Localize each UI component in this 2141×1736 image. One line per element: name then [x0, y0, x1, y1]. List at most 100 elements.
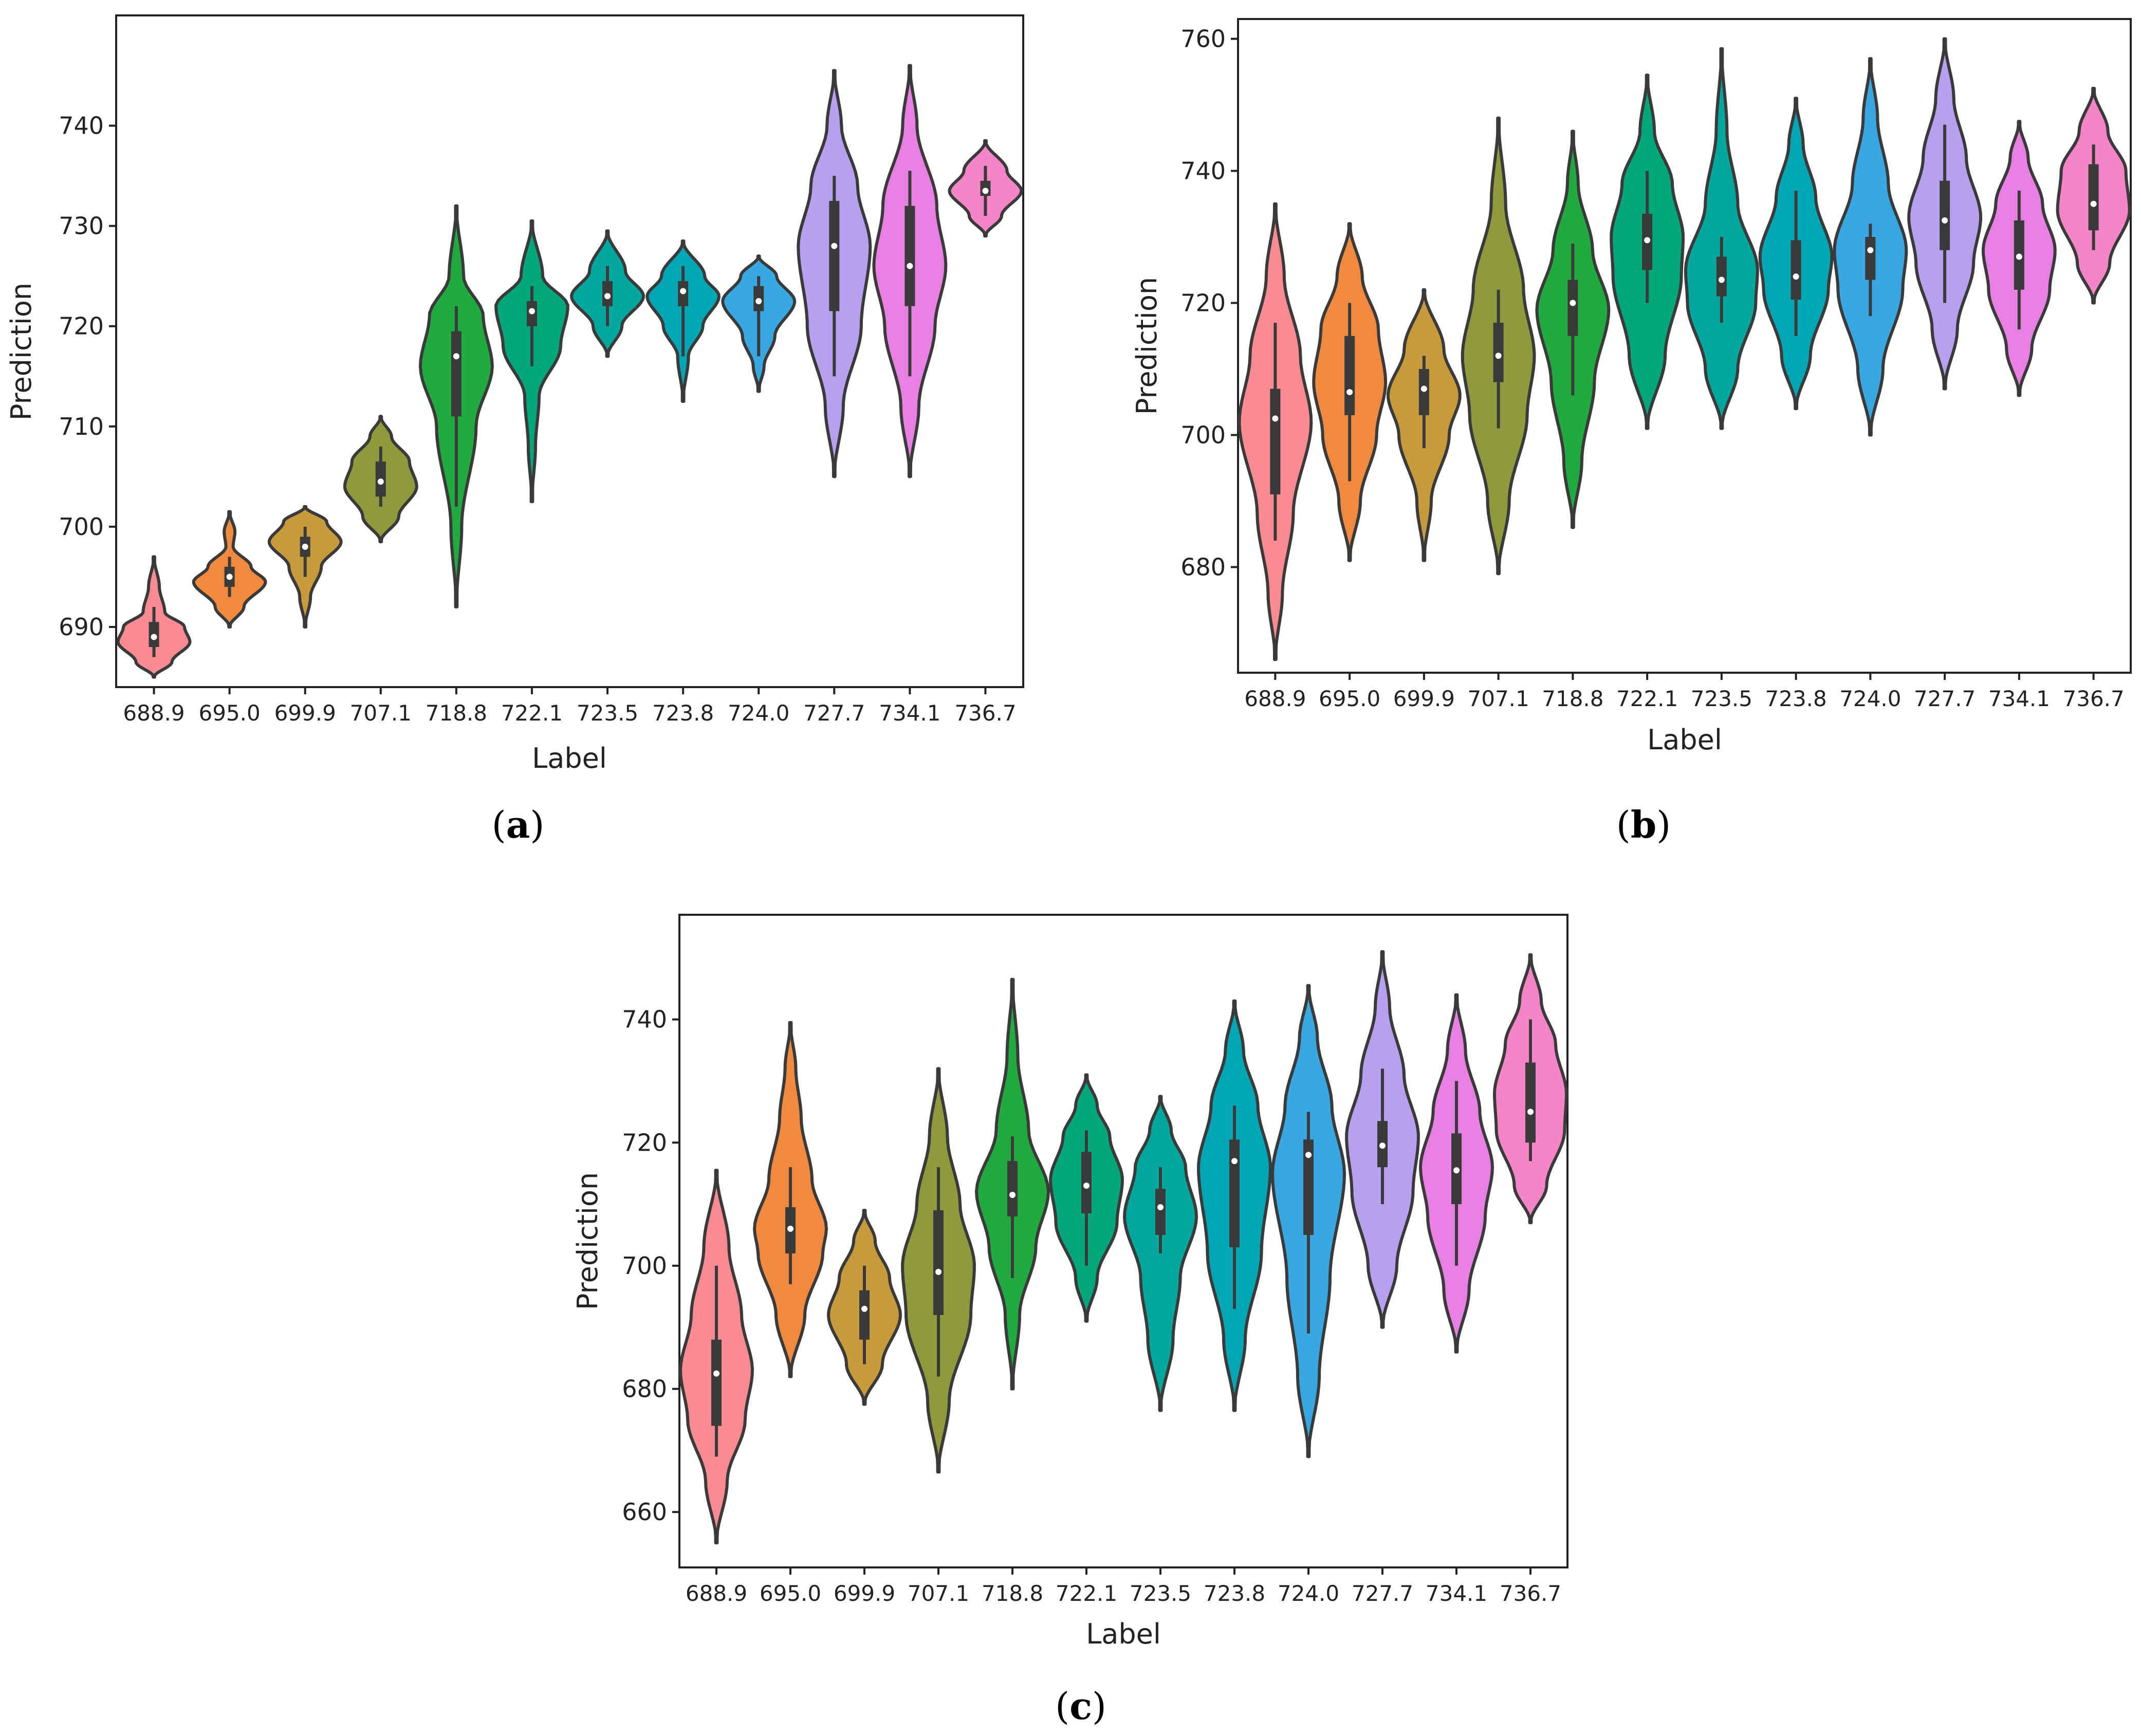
x-tick-label: 734.1: [1426, 1581, 1487, 1606]
iqr-box-723.8: [1229, 1139, 1240, 1247]
iqr-box-707.1: [933, 1210, 944, 1315]
median-695.0: [787, 1226, 793, 1232]
y-tick-label: 700: [622, 1252, 667, 1280]
x-tick-label: 736.7: [2063, 686, 2125, 711]
x-tick-label: 695.0: [199, 700, 261, 726]
median-736.7: [982, 188, 989, 194]
x-axis-label-b: Label: [1647, 724, 1722, 756]
iqr-box-688.9: [1270, 389, 1281, 495]
y-tick-label: 740: [1180, 157, 1226, 185]
median-723.8: [1231, 1158, 1238, 1165]
x-tick-label: 718.8: [1542, 686, 1603, 711]
panel-a: 690 700 710 720 730 740 688.9 695.0 699.9 707.1 7…: [5, 14, 1024, 846]
x-tick-label: 707.1: [908, 1581, 969, 1606]
y-tick-label: 680: [622, 1375, 667, 1403]
x-tick-label: 722.1: [1056, 1581, 1117, 1606]
iqr-box-727.7: [1940, 180, 1950, 250]
median-722.1: [1083, 1183, 1090, 1189]
y-tick-label: 700: [1180, 421, 1226, 449]
iqr-box-707.1: [1493, 323, 1504, 382]
y-tick-label: 740: [622, 1006, 667, 1033]
y-axis-label-b: Prediction: [1131, 277, 1163, 415]
median-724.0: [1867, 247, 1874, 253]
caption-c: (c): [1055, 1684, 1106, 1728]
plot-frame-a: [115, 14, 1024, 688]
median-707.1: [935, 1268, 942, 1275]
x-tick-label: 727.7: [803, 700, 865, 726]
y-tick-label: 740: [59, 112, 104, 140]
iqr-box-718.8: [1007, 1161, 1018, 1217]
y-tick-label: 760: [1180, 25, 1226, 53]
x-tick-label: 723.8: [1765, 686, 1827, 711]
y-ticks-a: 690 700 710 720 730 740: [59, 112, 116, 641]
x-tick-label: 723.5: [577, 700, 638, 726]
iqr-box-688.9: [711, 1339, 722, 1426]
iqr-box-724.0: [1865, 237, 1876, 280]
median-718.8: [453, 353, 459, 360]
x-tick-label: 699.9: [834, 1581, 895, 1606]
median-699.9: [302, 543, 308, 550]
x-tick-label: 695.0: [760, 1581, 821, 1606]
y-tick-label: 660: [622, 1498, 667, 1526]
median-707.1: [1495, 353, 1502, 359]
iqr-box-736.7: [2088, 164, 2099, 231]
y-tick-label: 720: [1180, 289, 1226, 317]
median-736.7: [1527, 1109, 1534, 1115]
x-tick-label: 688.9: [1244, 686, 1306, 711]
x-tick-label: 722.1: [1616, 686, 1678, 711]
median-723.8: [680, 288, 687, 294]
median-727.7: [1942, 217, 1948, 224]
median-722.1: [1644, 237, 1651, 244]
plot-frame-c: [678, 914, 1568, 1568]
median-695.0: [226, 574, 233, 580]
panel-c: 660 680 700 720 740 688.9 695.0 699.9 707.1 718.…: [571, 914, 1568, 1728]
median-723.5: [604, 293, 611, 300]
x-tick-label: 707.1: [1468, 686, 1529, 711]
median-688.9: [713, 1370, 719, 1377]
x-tick-label: 727.7: [1352, 1581, 1413, 1606]
iqr-box-718.8: [451, 331, 462, 417]
x-tick-label: 724.0: [1839, 686, 1901, 711]
median-734.1: [1453, 1167, 1460, 1174]
x-ticks-b: 688.9 695.0 699.9 707.1 718.8 722.1 723.5 723.8…: [1244, 673, 2125, 711]
median-736.7: [2090, 200, 2097, 207]
y-tick-label: 720: [59, 312, 104, 340]
median-688.9: [151, 634, 157, 640]
x-tick-label: 688.9: [123, 700, 184, 726]
y-tick-label: 690: [59, 613, 104, 641]
x-tick-label: 718.8: [426, 700, 487, 726]
iqr-box-723.5: [1716, 256, 1727, 297]
x-tick-label: 722.1: [501, 700, 563, 726]
iqr-box-723.8: [1791, 240, 1801, 300]
median-727.7: [831, 243, 838, 249]
x-tick-label: 699.9: [274, 700, 336, 726]
panel-b: 680 700 720 740 760 688.9 695.0 699.9 707.1 718.…: [1131, 18, 2132, 846]
iqr-box-695.0: [1344, 336, 1355, 415]
x-tick-label: 736.7: [1500, 1581, 1561, 1606]
median-695.0: [1346, 389, 1353, 395]
x-tick-label: 699.9: [1393, 686, 1455, 711]
x-axis-label-c: Label: [1086, 1618, 1161, 1650]
median-718.8: [1570, 300, 1576, 306]
median-722.1: [528, 308, 535, 315]
violins-c: [679, 950, 1568, 1545]
caption-letter-b: b: [1631, 803, 1656, 846]
y-axis-label-a: Prediction: [5, 283, 38, 420]
iqr-box-699.9: [859, 1290, 870, 1340]
iqr-box-727.7: [829, 200, 840, 311]
median-727.7: [1379, 1142, 1386, 1149]
iqr-box-723.5: [1155, 1189, 1166, 1235]
y-ticks-b: 680 700 720 740 760: [1180, 25, 1238, 581]
y-tick-label: 710: [59, 413, 104, 440]
x-tick-label: 723.8: [652, 700, 714, 726]
x-tick-label: 734.1: [879, 700, 940, 726]
median-734.1: [907, 263, 913, 269]
median-688.9: [1272, 415, 1279, 422]
caption-letter-c: c: [1069, 1684, 1092, 1728]
median-699.9: [1420, 385, 1427, 392]
x-ticks-a: 688.9 695.0 699.9 707.1 718.8 722.1 723.5 723.8…: [123, 687, 1017, 726]
y-tick-label: 700: [59, 513, 104, 541]
violins-a: [116, 64, 1023, 679]
median-699.9: [861, 1305, 868, 1312]
